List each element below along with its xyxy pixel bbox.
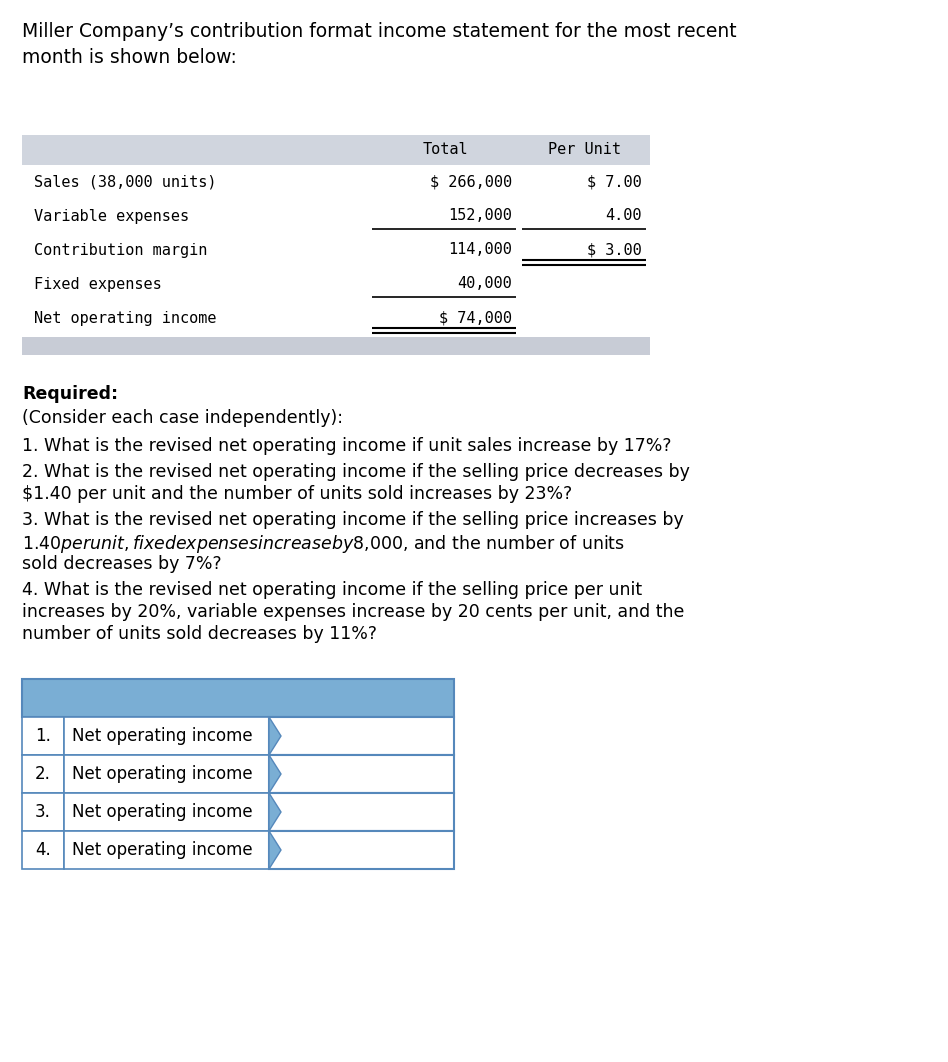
Text: 2.: 2. — [35, 765, 51, 783]
Text: Variable expenses: Variable expenses — [34, 208, 189, 223]
Text: Miller Company’s contribution format income statement for the most recent
month : Miller Company’s contribution format inc… — [22, 22, 737, 67]
Text: Net operating income: Net operating income — [72, 727, 252, 746]
Bar — [269, 793, 454, 830]
Text: $ 74,000: $ 74,000 — [439, 310, 512, 325]
Text: Net operating income: Net operating income — [72, 841, 252, 859]
Text: 3.: 3. — [35, 803, 51, 821]
Text: Total: Total — [422, 142, 467, 157]
Text: Sales (38,000 units): Sales (38,000 units) — [34, 174, 216, 189]
Text: (Consider each case independently):: (Consider each case independently): — [22, 409, 343, 427]
Bar — [269, 830, 454, 869]
Text: sold decreases by 7%?: sold decreases by 7%? — [22, 555, 222, 573]
Bar — [269, 717, 454, 755]
Bar — [22, 679, 454, 717]
Text: number of units sold decreases by 11%?: number of units sold decreases by 11%? — [22, 626, 377, 643]
Text: 1. What is the revised net operating income if unit sales increase by 17%?: 1. What is the revised net operating inc… — [22, 436, 671, 455]
Text: Net operating income: Net operating income — [34, 310, 216, 325]
Text: 114,000: 114,000 — [448, 242, 512, 257]
Text: 2. What is the revised net operating income if the selling price decreases by: 2. What is the revised net operating inc… — [22, 463, 690, 481]
Polygon shape — [269, 717, 281, 755]
Bar — [22, 830, 64, 869]
Bar — [64, 717, 269, 755]
Text: $ 266,000: $ 266,000 — [429, 174, 512, 189]
Polygon shape — [269, 755, 281, 793]
Bar — [22, 135, 650, 165]
Text: 4.00: 4.00 — [606, 208, 642, 223]
Text: increases by 20%, variable expenses increase by 20 cents per unit, and the: increases by 20%, variable expenses incr… — [22, 603, 684, 621]
Text: 1.: 1. — [35, 727, 51, 746]
Bar — [22, 337, 650, 355]
Text: Per Unit: Per Unit — [549, 142, 622, 157]
Bar — [269, 755, 454, 793]
Text: Fixed expenses: Fixed expenses — [34, 276, 162, 291]
Text: $ 3.00: $ 3.00 — [587, 242, 642, 257]
Bar — [64, 755, 269, 793]
Text: 40,000: 40,000 — [457, 276, 512, 291]
Polygon shape — [269, 793, 281, 830]
Bar — [22, 717, 64, 755]
Text: Contribution margin: Contribution margin — [34, 242, 208, 257]
Bar — [64, 793, 269, 830]
Bar — [64, 830, 269, 869]
Text: 4. What is the revised net operating income if the selling price per unit: 4. What is the revised net operating inc… — [22, 581, 642, 599]
Text: 152,000: 152,000 — [448, 208, 512, 223]
Text: $1.40 per unit, fixed expenses increase by $8,000, and the number of units: $1.40 per unit, fixed expenses increase … — [22, 533, 625, 555]
Bar — [22, 793, 64, 830]
Text: Net operating income: Net operating income — [72, 803, 252, 821]
Bar — [22, 755, 64, 793]
Text: 3. What is the revised net operating income if the selling price increases by: 3. What is the revised net operating inc… — [22, 511, 684, 529]
Text: $ 7.00: $ 7.00 — [587, 174, 642, 189]
Polygon shape — [269, 830, 281, 869]
Text: 4.: 4. — [35, 841, 51, 859]
Text: Required:: Required: — [22, 386, 119, 402]
Text: Net operating income: Net operating income — [72, 765, 252, 783]
Text: $1.40 per unit and the number of units sold increases by 23%?: $1.40 per unit and the number of units s… — [22, 485, 573, 503]
